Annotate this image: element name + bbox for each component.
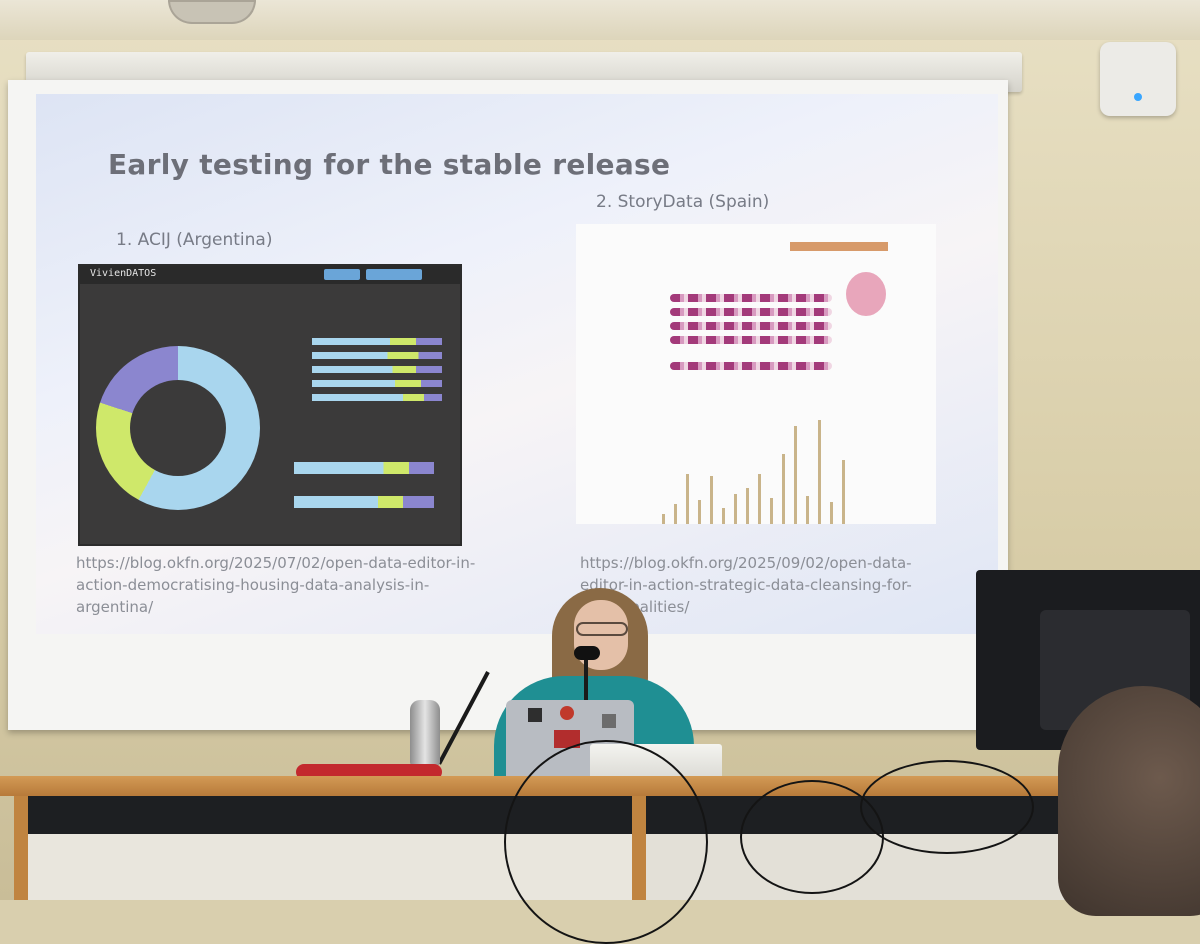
chart-bar — [794, 426, 797, 524]
dashboard-tab-button — [324, 269, 360, 280]
chart-bar — [806, 496, 809, 524]
left-dashboard-screenshot: VivienDATOS — [78, 264, 462, 546]
stacked-bar — [312, 380, 442, 387]
chart-bar — [770, 498, 773, 524]
chart-bar — [674, 504, 677, 524]
bar-chart — [656, 414, 856, 524]
dot-row — [670, 322, 832, 330]
map-shape — [846, 272, 886, 316]
right-section-label: 2. StoryData (Spain) — [596, 192, 770, 212]
left-section-label: 1. ACIJ (Argentina) — [116, 230, 273, 250]
chart-bar — [734, 494, 737, 524]
stacked-bar — [312, 366, 442, 373]
chart-bar — [746, 488, 749, 524]
audience-head — [1058, 686, 1200, 916]
dashboard-tab-button — [366, 269, 422, 280]
laptop-sticker — [528, 708, 542, 722]
projection-screen: Early testing for the stable release 1. … — [8, 80, 1008, 730]
chart-bar — [662, 514, 665, 524]
chart-bar — [698, 500, 701, 524]
presenter-glasses — [576, 622, 628, 636]
donut-chart — [96, 346, 260, 510]
donut-hole — [130, 380, 226, 476]
stacked-bar — [294, 462, 434, 474]
chart-bar — [782, 454, 785, 524]
presentation-slide: Early testing for the stable release 1. … — [36, 94, 998, 634]
chart-bar — [722, 508, 725, 524]
stacked-bar — [312, 338, 442, 345]
stacked-bar — [312, 352, 442, 359]
laptop-sticker — [560, 706, 574, 720]
water-bottle — [410, 700, 440, 766]
chart-bar — [842, 460, 845, 524]
dot-row — [670, 294, 832, 302]
left-source-url: https://blog.okfn.org/2025/07/02/open-da… — [76, 554, 476, 616]
cable-loop — [860, 760, 1034, 854]
stacked-bar — [294, 496, 434, 508]
cable-loop — [504, 740, 708, 944]
laptop-sticker — [602, 714, 616, 728]
slide-title: Early testing for the stable release — [108, 148, 671, 181]
wall-speaker — [1100, 42, 1176, 116]
right-dashboard-screenshot — [576, 224, 936, 524]
chart-bar — [830, 502, 833, 524]
ceiling-light — [168, 0, 256, 24]
chart-bar — [686, 474, 689, 524]
dashboard-header-button — [790, 242, 888, 251]
dot-row — [670, 336, 832, 344]
desk-post — [14, 796, 28, 900]
dashboard-topbar: VivienDATOS — [80, 266, 460, 284]
speaker-led — [1134, 93, 1142, 101]
laptop-sticker — [554, 730, 580, 748]
chart-bar — [758, 474, 761, 524]
chart-bar — [710, 476, 713, 524]
chart-bar — [818, 420, 821, 524]
dot-row — [670, 362, 832, 370]
dot-row — [670, 308, 832, 316]
stacked-bar — [312, 394, 442, 401]
microphone-head — [574, 646, 600, 660]
dashboard-brand: VivienDATOS — [90, 268, 157, 279]
